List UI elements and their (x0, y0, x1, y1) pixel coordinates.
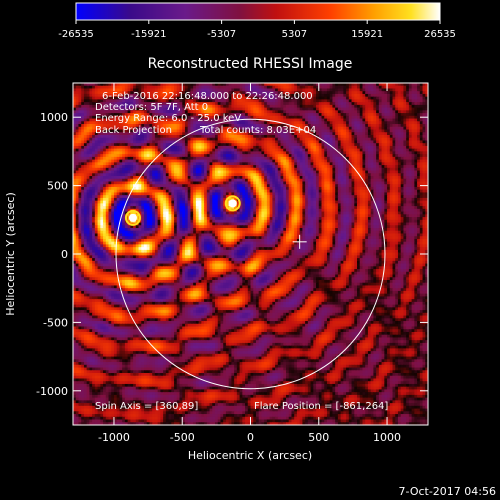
colorbar-tick-label: -26535 (58, 29, 93, 40)
colorbar: -26535 -15921 -5307 5307 15921 26535 (58, 3, 456, 40)
colorbar-ticks: -26535 -15921 -5307 5307 15921 26535 (58, 20, 456, 40)
colorbar-tick-label: -15921 (131, 29, 166, 40)
colorbar-tick-label: 26535 (424, 29, 456, 40)
chart-title: Reconstructed RHESSI Image (148, 56, 353, 72)
colorbar-tick-label: -5307 (207, 29, 236, 40)
colorbar-gradient (76, 3, 440, 20)
colorbar-tick-label: 15921 (351, 29, 383, 40)
colorbar-tick-label: 5307 (282, 29, 307, 40)
